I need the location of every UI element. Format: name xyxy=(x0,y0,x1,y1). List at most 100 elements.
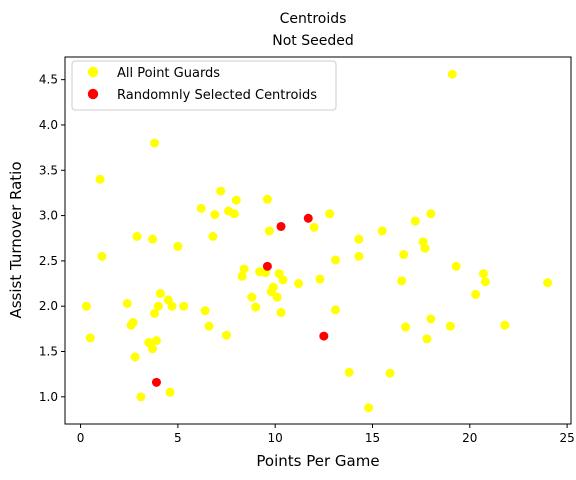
legend-label-selected-centroids: Randomnly Selected Centroids xyxy=(117,88,317,103)
point-guard-point xyxy=(500,320,510,330)
legend-marker-selected-centroids xyxy=(87,88,99,100)
point-guard-point xyxy=(354,251,364,261)
point-guard-point xyxy=(247,292,257,302)
point-guard-point xyxy=(210,210,220,220)
point-guard-point xyxy=(208,231,218,241)
point-guard-point xyxy=(471,289,481,299)
y-tick-label: 4.5 xyxy=(39,73,58,87)
point-guard-point xyxy=(148,344,158,354)
y-tick-label: 2.5 xyxy=(39,254,58,268)
point-guard-point xyxy=(397,276,407,286)
point-guard-point xyxy=(204,321,214,331)
point-guard-point xyxy=(426,209,436,219)
point-guard-point xyxy=(167,301,177,311)
point-guard-point xyxy=(325,209,335,219)
point-guard-point xyxy=(354,234,364,244)
point-guard-point xyxy=(451,261,461,271)
centroid-point xyxy=(262,261,272,271)
point-guard-point xyxy=(200,306,210,316)
x-tick-label: 0 xyxy=(77,431,85,445)
point-guard-point xyxy=(331,305,341,315)
y-tick-label: 4.0 xyxy=(39,118,58,132)
point-guard-point xyxy=(422,334,432,344)
centroid-point xyxy=(319,331,329,341)
legend: All Point Guards Randomnly Selected Cent… xyxy=(71,60,337,111)
point-guard-point xyxy=(136,392,146,402)
y-tick-label: 1.5 xyxy=(39,345,58,359)
point-guard-point xyxy=(216,186,226,196)
point-guard-point xyxy=(309,222,319,232)
x-tick-label: 5 xyxy=(174,431,182,445)
point-guard-point xyxy=(478,269,488,279)
point-guard-point xyxy=(251,302,261,312)
chart-title-line-1: Centroids xyxy=(280,11,347,27)
data-points xyxy=(81,69,553,413)
point-guard-point xyxy=(268,282,278,292)
point-guard-point xyxy=(231,195,241,205)
point-guard-point xyxy=(173,241,183,251)
point-guard-point xyxy=(426,314,436,324)
legend-label-all-point-guards: All Point Guards xyxy=(117,66,220,81)
point-guard-point xyxy=(132,231,142,241)
centroid-point xyxy=(303,213,313,223)
point-guard-point xyxy=(239,264,249,274)
point-guard-point xyxy=(480,277,490,287)
point-guard-point xyxy=(97,251,107,261)
point-guard-point xyxy=(364,403,374,413)
point-guard-point xyxy=(155,289,165,299)
x-tick-label: 15 xyxy=(365,431,380,445)
point-guard-point xyxy=(385,368,395,378)
point-guard-point xyxy=(165,387,175,397)
x-tick-label: 10 xyxy=(268,431,283,445)
point-guard-point xyxy=(151,336,161,346)
axis-ticks: 0 5 10 15 20 25 1.0 1.5 2.0 2.5 3.0 3.5 4.0 4.5 xyxy=(39,73,575,445)
point-guard-point xyxy=(420,243,430,253)
point-guard-point xyxy=(377,226,387,236)
point-guard-point xyxy=(278,275,288,285)
centroid-point xyxy=(276,221,286,231)
point-guard-point xyxy=(315,274,325,284)
point-guard-point xyxy=(294,279,304,289)
point-guard-point xyxy=(150,138,160,148)
point-guard-point xyxy=(272,292,282,302)
point-guard-point xyxy=(447,69,457,79)
point-guard-point xyxy=(196,203,206,213)
point-guard-point xyxy=(222,330,232,340)
point-guard-point xyxy=(331,255,341,265)
x-tick-label: 25 xyxy=(559,431,574,445)
centroid-point xyxy=(151,377,161,387)
point-guard-point xyxy=(130,352,140,362)
point-guard-point xyxy=(122,298,132,308)
point-guard-point xyxy=(399,250,409,260)
point-guard-point xyxy=(179,301,189,311)
legend-marker-all-point-guards xyxy=(87,66,99,78)
point-guard-point xyxy=(401,322,411,332)
point-guard-point xyxy=(264,226,274,236)
point-guard-point xyxy=(95,174,105,184)
y-axis-label: Assist Turnover Ratio xyxy=(7,161,25,318)
y-tick-label: 2.0 xyxy=(39,299,58,313)
point-guard-point xyxy=(153,301,163,311)
x-axis-label: Points Per Game xyxy=(256,452,379,470)
y-tick-label: 1.0 xyxy=(39,390,58,404)
point-guard-point xyxy=(85,333,95,343)
y-tick-label: 3.5 xyxy=(39,163,58,177)
legend-box xyxy=(71,60,337,111)
y-tick-label: 3.0 xyxy=(39,209,58,223)
x-tick-label: 20 xyxy=(462,431,477,445)
point-guard-point xyxy=(445,321,455,331)
point-guard-point xyxy=(229,209,239,219)
point-guard-point xyxy=(543,278,553,288)
point-guard-point xyxy=(237,271,247,281)
point-guard-point xyxy=(276,308,286,318)
point-guard-point xyxy=(148,234,158,244)
plot-frame xyxy=(64,56,572,425)
point-guard-point xyxy=(150,308,160,318)
point-guard-point xyxy=(81,301,91,311)
chart-title-line-2: Not Seeded xyxy=(272,33,353,49)
point-guard-point xyxy=(410,216,420,226)
point-guard-point xyxy=(344,367,354,377)
point-guard-point xyxy=(128,318,138,328)
point-guard-point xyxy=(262,194,272,204)
